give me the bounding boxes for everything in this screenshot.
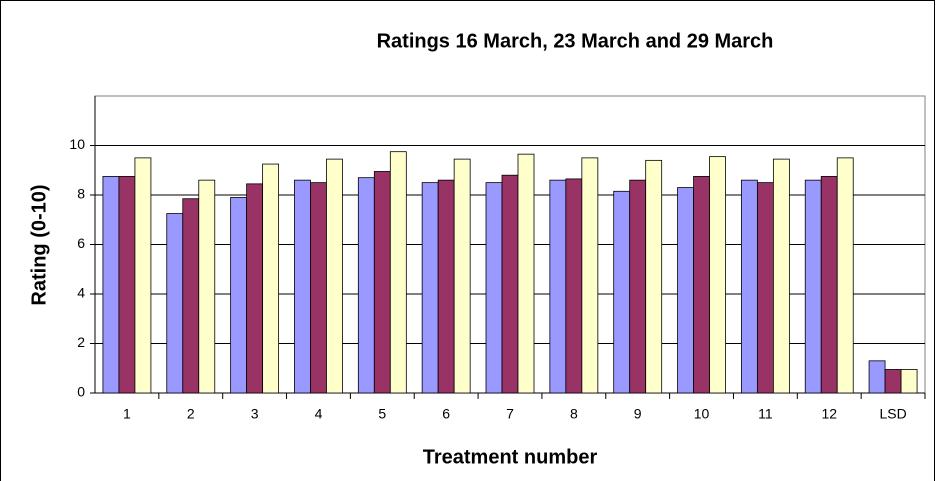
bar (804, 179, 822, 394)
bar (820, 176, 838, 394)
x-tick-label: 2 (187, 406, 195, 422)
x-tick-label: 4 (315, 406, 323, 422)
x-tick-label: 12 (821, 406, 837, 422)
bar (262, 163, 280, 394)
bar (517, 153, 535, 394)
bar (453, 158, 471, 394)
bar (868, 360, 886, 394)
bar (629, 179, 647, 394)
x-tick-label: 8 (570, 406, 578, 422)
x-tick-label: 6 (442, 406, 450, 422)
bar (357, 177, 375, 394)
bar (900, 369, 918, 394)
bar (198, 179, 216, 394)
y-tick-label: 8 (77, 186, 85, 202)
x-tick-label: 3 (251, 406, 259, 422)
bar (326, 158, 343, 394)
y-tick-label: 4 (77, 285, 85, 301)
y-tick-label: 10 (69, 136, 85, 152)
y-axis-label: Rating (0-10) (28, 184, 50, 305)
bar (246, 183, 264, 394)
bar (693, 176, 710, 394)
x-tick-label: 11 (758, 406, 773, 422)
bar (884, 369, 902, 394)
bar (166, 213, 184, 394)
bar (565, 178, 583, 394)
bar (756, 182, 774, 394)
x-tick-label: 7 (506, 406, 514, 422)
y-tick-label: 6 (77, 235, 85, 251)
bar (485, 182, 503, 394)
bar (294, 179, 311, 394)
bar (310, 182, 327, 394)
x-tick-label: 5 (378, 406, 386, 422)
x-tick-label: 1 (123, 406, 131, 422)
bar (501, 174, 519, 394)
bar (182, 198, 200, 394)
bar (118, 176, 136, 394)
bar (581, 157, 599, 394)
y-tick-label: 2 (77, 334, 85, 350)
bar (389, 151, 407, 394)
bar (549, 179, 567, 394)
x-tick-label: LSD (879, 406, 906, 422)
y-tick-label: 0 (77, 384, 85, 400)
x-tick-label: 9 (634, 406, 642, 422)
x-tick-label: 10 (694, 406, 710, 422)
bar (709, 156, 726, 394)
bar (437, 179, 455, 394)
bar (421, 182, 439, 394)
chart-title: Ratings 16 March, 23 March and 29 March (377, 30, 774, 52)
x-axis-label: Treatment number (423, 446, 598, 468)
bar (740, 179, 758, 394)
bar (373, 171, 391, 394)
bar (230, 197, 248, 394)
bar (836, 157, 854, 394)
bar (102, 176, 120, 394)
bar (677, 187, 694, 394)
bar (772, 158, 790, 394)
bar (134, 157, 152, 394)
bar (613, 190, 631, 394)
bar (645, 159, 663, 394)
